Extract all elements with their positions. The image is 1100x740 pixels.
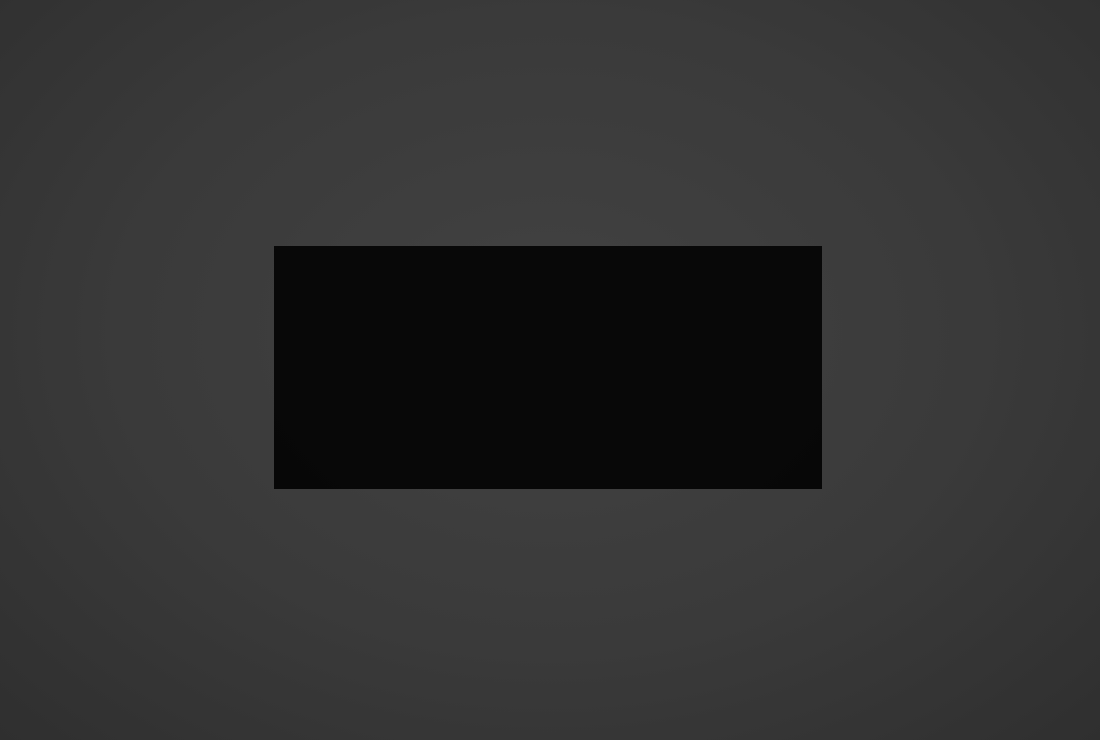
watermark [274, 246, 822, 489]
watermark-box [274, 246, 822, 489]
